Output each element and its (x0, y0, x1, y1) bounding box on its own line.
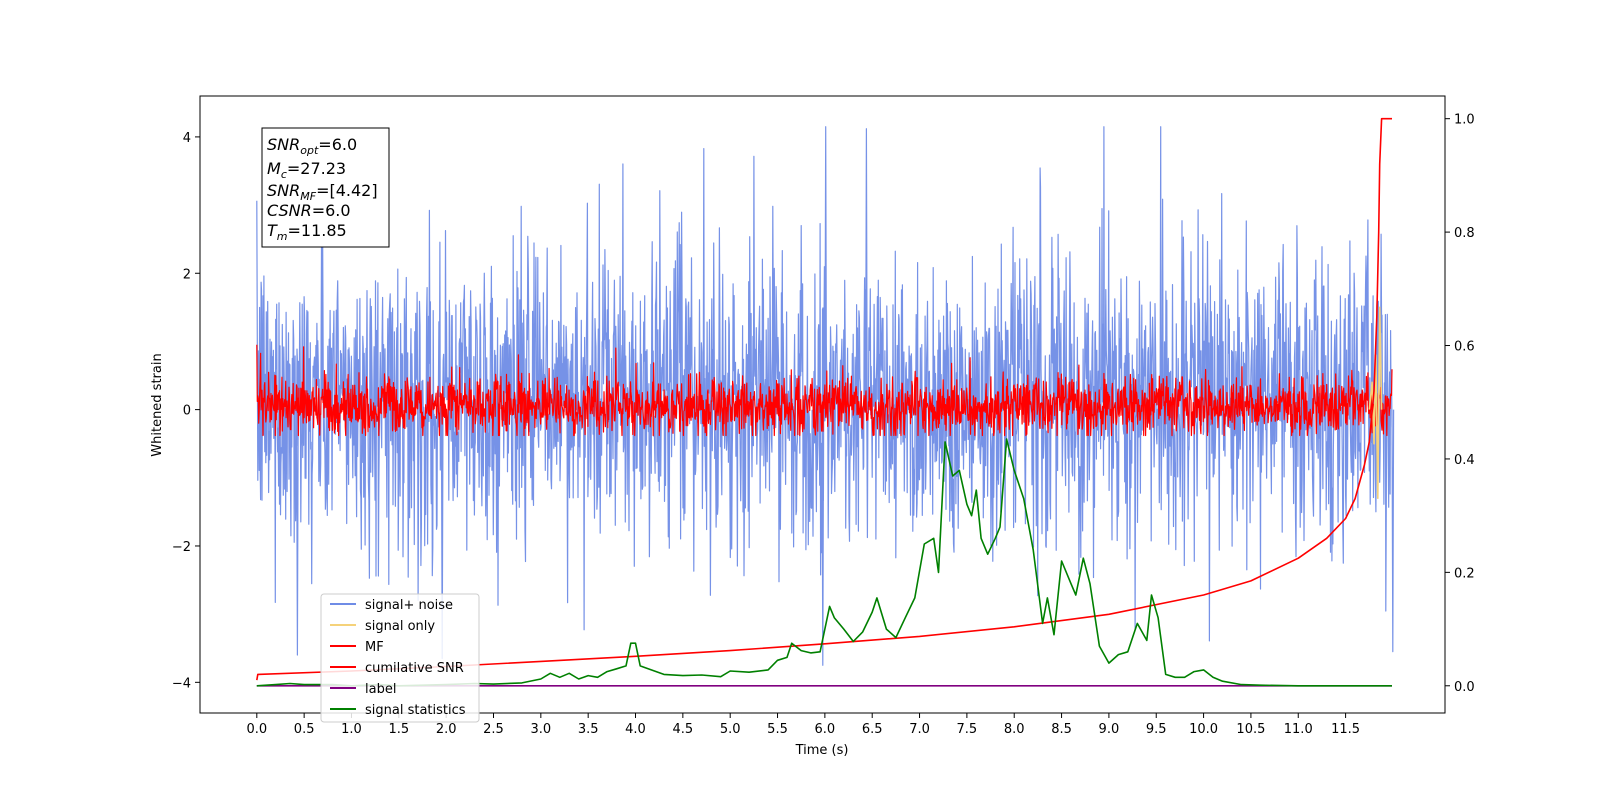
legend-label-signal-noise: signal+ noise (365, 598, 453, 613)
x-tick-label: 4.5 (673, 722, 694, 737)
legend-label-signal-only: signal only (365, 619, 435, 634)
y2-tick-label: 1.0 (1454, 113, 1475, 128)
x-tick-label: 9.0 (1099, 722, 1120, 737)
x-tick-label: 4.0 (625, 722, 646, 737)
y-tick-label: 0 (183, 404, 191, 419)
x-tick-label: 6.0 (815, 722, 836, 737)
annotation-box: SNRopt=6.0 Mc=27.23 SNRMF=[4.42] CSNR=6.… (261, 127, 390, 248)
legend-items: signal+ noise signal only MF cumilative SNR… (330, 598, 466, 718)
x-tick-label: 11.5 (1331, 722, 1360, 737)
x-tick-label: 11.0 (1284, 722, 1313, 737)
y2-tick-label: 0.0 (1454, 680, 1475, 695)
legend-label-cumilative-snr: cumilative SNR (365, 661, 464, 676)
x-tick-label: 10.5 (1236, 722, 1265, 737)
y2-tick-label: 0.8 (1454, 226, 1475, 241)
y-axis-left: −4 −2 0 2 4 (172, 131, 200, 691)
annotation-csnr: CSNR=6.0 (267, 201, 351, 220)
x-tick-label: 9.5 (1146, 722, 1167, 737)
y-tick-label: 2 (183, 267, 191, 282)
legend-label-label: label (365, 682, 396, 697)
x-tick-label: 8.5 (1051, 722, 1072, 737)
y-axis-right: 0.0 0.2 0.4 0.6 0.8 1.0 (1445, 113, 1475, 695)
annotation-chirp-mass: Mc=27.23 (267, 159, 346, 181)
y-tick-label: −4 (172, 676, 191, 691)
plot-frame (199, 95, 1446, 714)
x-tick-label: 2.5 (483, 722, 504, 737)
x-tick-label: 7.0 (909, 722, 930, 737)
x-tick-label: 1.0 (341, 722, 362, 737)
y2-tick-label: 0.2 (1454, 566, 1475, 581)
series-line-signal-statistics (256, 438, 1392, 687)
x-tick-label: 2.0 (436, 722, 457, 737)
x-tick-label: 7.5 (957, 722, 978, 737)
annotation-snr-opt: SNRopt=6.0 (267, 135, 357, 157)
series-line-mf (256, 344, 1393, 437)
x-axis-label: Time (s) (795, 743, 849, 758)
y2-tick-label: 0.4 (1454, 453, 1475, 468)
y2-tick-label: 0.6 (1454, 340, 1475, 355)
legend-label-mf: MF (365, 640, 384, 655)
x-tick-label: 10.0 (1189, 722, 1218, 737)
annotation-frame (261, 127, 390, 248)
x-tick-label: 8.0 (1004, 722, 1025, 737)
x-tick-label: 5.0 (720, 722, 741, 737)
legend: signal+ noise signal only MF cumilative SNR… (320, 593, 480, 723)
annotation-snr-mf: SNRMF=[4.42] (267, 181, 378, 203)
legend-label-signal-statistics: signal statistics (365, 703, 466, 718)
x-axis: 0.0 0.5 1.0 1.5 2.0 2.5 3.0 3.5 4.0 4.5 5.0 5.5 6.0 6… (246, 713, 1360, 737)
series-line-cumilative-snr (256, 117, 1392, 681)
y-tick-label: −2 (172, 540, 191, 555)
x-tick-label: 5.5 (767, 722, 788, 737)
x-tick-label: 0.0 (246, 722, 267, 737)
annotation-merger-time: Tm=11.85 (267, 221, 347, 243)
x-tick-label: 1.5 (388, 722, 409, 737)
legend-frame (320, 593, 480, 723)
x-tick-label: 3.5 (578, 722, 599, 737)
x-tick-label: 0.5 (294, 722, 315, 737)
x-tick-label: 3.0 (530, 722, 551, 737)
y-axis-label: Whitened strain (150, 353, 165, 456)
x-tick-label: 6.5 (862, 722, 883, 737)
y-tick-label: 4 (183, 131, 191, 146)
